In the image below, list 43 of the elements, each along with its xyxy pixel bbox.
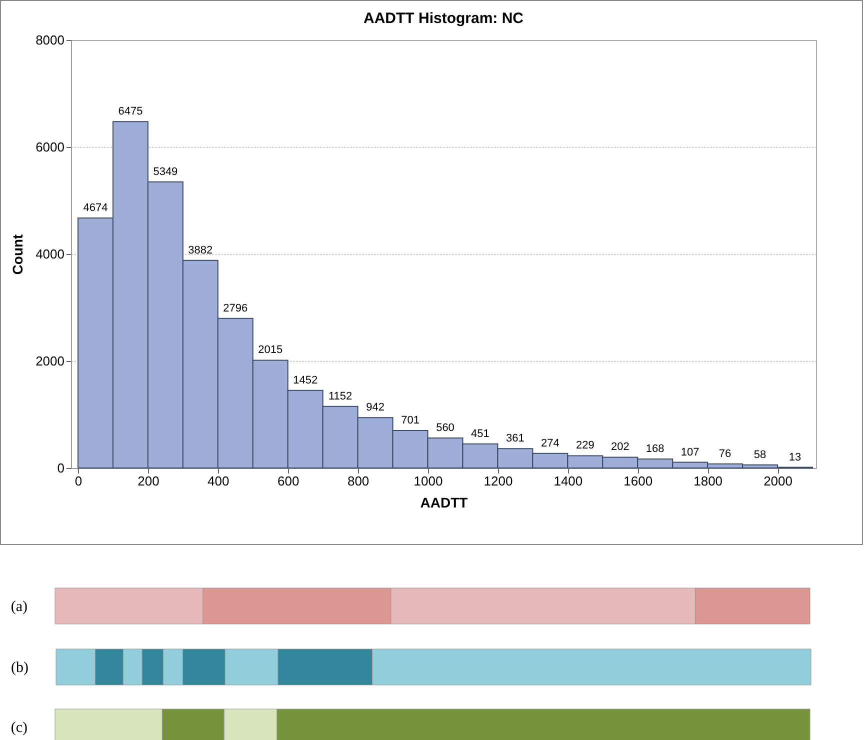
x-tick-label: 2000 (764, 474, 792, 488)
data-label: 202 (610, 441, 630, 454)
x-tick-label: 1800 (694, 474, 723, 488)
data-label: 107 (680, 446, 700, 458)
data-label: 274 (541, 437, 560, 450)
data-label: 229 (576, 440, 594, 452)
data-label: 451 (471, 428, 490, 440)
x-tick-label: 800 (347, 474, 370, 488)
x-tick-label: 1000 (414, 474, 443, 488)
data-label: 5349 (153, 166, 178, 178)
y-tick-label: (a) (10, 599, 28, 615)
data-label: 3882 (188, 244, 213, 256)
data-label: 2015 (258, 344, 283, 356)
y-tick-label: 4000 (36, 246, 64, 262)
data-label: 13 (788, 451, 802, 464)
data-label: 1152 (328, 390, 352, 402)
y-tick-label: 8000 (36, 32, 64, 48)
data-label: 701 (401, 414, 420, 426)
data-label: 4674 (83, 202, 108, 214)
x-tick-label: 600 (278, 474, 300, 488)
x-axis-title: AADTT (420, 494, 468, 510)
y-tick-label: 2000 (36, 354, 64, 368)
data-label: 1452 (293, 374, 318, 386)
y-tick-label: (c) (10, 720, 28, 736)
x-tick-label: 1200 (484, 474, 513, 488)
x-tick-label: 0 (74, 474, 82, 488)
y-tick-label: 6000 (36, 140, 64, 154)
data-label: 6475 (118, 106, 143, 118)
data-label: 560 (436, 422, 454, 434)
x-tick-label: 1400 (554, 474, 583, 488)
chart-title: AADTT Histogram: NC (364, 10, 524, 27)
x-tick-label: 1600 (624, 474, 653, 488)
y-axis-title: Count (10, 234, 26, 275)
data-label: 58 (754, 448, 766, 461)
data-label: 361 (506, 432, 524, 445)
x-tick-label: 400 (208, 474, 230, 488)
data-label: 168 (646, 443, 664, 456)
y-tick-label: (b) (11, 660, 28, 676)
y-tick-label: 0 (57, 460, 64, 476)
data-label: 942 (366, 402, 384, 414)
x-tick-label: 200 (138, 474, 160, 488)
data-label: 76 (718, 448, 732, 460)
data-label: 2796 (223, 302, 248, 314)
